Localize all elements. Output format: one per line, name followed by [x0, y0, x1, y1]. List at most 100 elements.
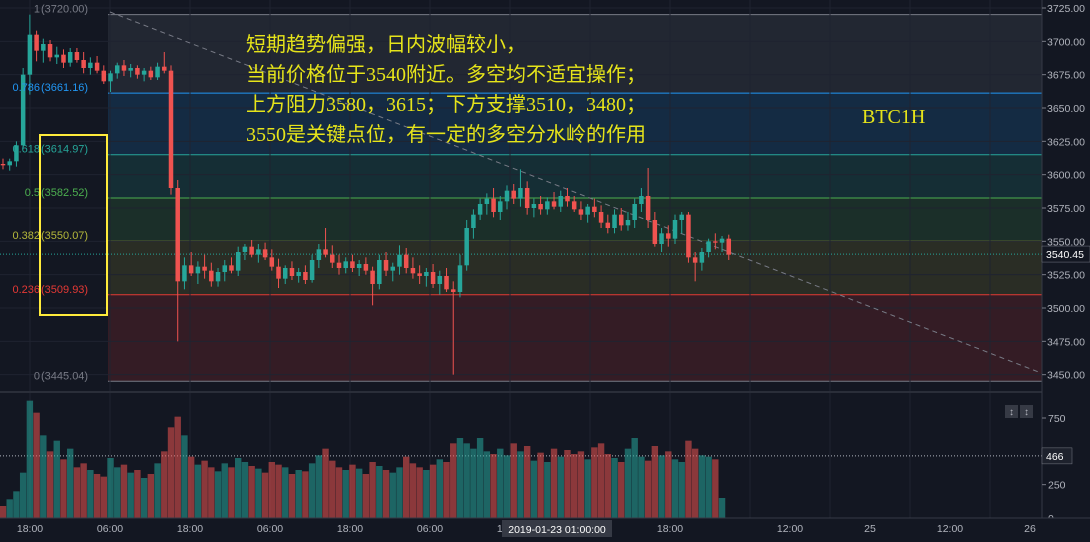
price-tick-label: 3700.00 — [1047, 36, 1085, 48]
candle-body — [518, 188, 523, 199]
volume-bar — [691, 448, 699, 518]
current-price-tag — [1041, 245, 1090, 263]
volume-bar — [584, 459, 591, 518]
annotation-line-2: 当前价格位于3540附近。多空均不适宜操作； — [246, 63, 646, 86]
candle-body — [524, 188, 530, 208]
price-axis-bg — [1042, 0, 1090, 537]
candle-body — [282, 268, 288, 279]
volume-bar — [523, 446, 531, 518]
annotation-line-1: 短期趋势偏强，日内波幅较小， — [246, 33, 526, 56]
volume-bar — [167, 427, 175, 518]
volume-bar — [671, 459, 679, 518]
candle-body — [20, 74, 26, 146]
candle-body — [558, 196, 564, 207]
volume-bar — [403, 456, 410, 518]
price-tick-label: 3650.00 — [1047, 103, 1085, 115]
volume-bar — [26, 400, 34, 518]
candle-body — [128, 68, 133, 71]
candle-body — [27, 34, 33, 75]
volume-bar — [665, 451, 672, 518]
pane-down-button[interactable] — [1020, 405, 1033, 418]
volume-bar — [6, 499, 13, 518]
candle-body — [531, 204, 537, 208]
volume-bar — [571, 454, 578, 518]
volume-bar — [382, 470, 390, 518]
volume-bar — [13, 491, 20, 518]
candle-body — [108, 73, 113, 82]
volume-bar — [416, 467, 423, 518]
pane-up-button[interactable] — [1005, 405, 1018, 418]
candles — [0, 14, 732, 375]
candle-body — [81, 60, 86, 68]
volume-bar — [181, 435, 188, 518]
volume-bar — [53, 440, 60, 518]
volume-bar — [255, 468, 262, 518]
candle-body — [397, 254, 402, 267]
candle-body — [592, 206, 597, 212]
candle-body — [699, 252, 705, 263]
time-tick-label: 18:00 — [17, 523, 43, 535]
candle-body — [168, 70, 174, 188]
volume-bar — [396, 467, 403, 518]
volume-bar — [429, 464, 437, 518]
fib-price-label: (3582.52) — [41, 187, 88, 199]
volume-bar — [342, 470, 349, 518]
candle-body — [215, 272, 221, 282]
volume-bar — [577, 451, 585, 518]
candle-body — [410, 268, 416, 274]
candle-body — [41, 44, 46, 51]
pane-down-icon: ↕ — [1024, 407, 1029, 418]
candle-body — [74, 52, 80, 60]
candle-body — [639, 196, 644, 204]
candle-body — [471, 214, 476, 228]
candle-body — [34, 34, 39, 51]
volume-bar — [376, 466, 383, 518]
candle-body — [719, 238, 725, 243]
volume-bar — [329, 460, 336, 518]
volume-bar — [60, 459, 67, 518]
volume-bar — [161, 451, 168, 518]
volume-bar — [597, 443, 605, 518]
volume-bar — [624, 448, 632, 518]
price-tick-label: 3525.00 — [1047, 270, 1085, 282]
pane-buttons[interactable]: ↕ ↕ — [1005, 405, 1033, 418]
volume-bar — [140, 478, 148, 518]
candle-body — [162, 66, 167, 71]
volume-bar — [154, 463, 161, 518]
volume-bar — [315, 455, 323, 518]
pane-up-icon: ↕ — [1009, 407, 1014, 418]
annotation-line-4: 3550是关键点位，有一定的多空分水岭的作用 — [246, 123, 646, 146]
volume-bar — [611, 458, 618, 518]
candle-body — [424, 272, 429, 276]
candle-body — [0, 164, 6, 166]
candle-body — [121, 65, 127, 71]
candle-body — [444, 276, 449, 290]
candle-body — [61, 54, 66, 63]
price-tick-label: 3475.00 — [1047, 336, 1085, 348]
volume-bar — [618, 462, 625, 518]
volume-bar — [362, 474, 370, 518]
volume-bar — [127, 472, 134, 518]
volume-bar — [463, 443, 470, 518]
candle-body — [209, 270, 214, 282]
candle-body — [323, 249, 328, 255]
volume-bar — [369, 462, 376, 518]
annotation-block: 短期趋势偏强，日内波幅较小， 当前价格位于3540附近。多空均不适宜操作； 上方… — [246, 33, 925, 146]
volume-bar — [201, 460, 208, 518]
candle-body — [316, 249, 322, 260]
candle-body — [618, 214, 624, 226]
fibonacci-labels: 1 (3720.00) 0.786 (3661.16) 0.618 (3614.97) 0.… — [12, 4, 88, 383]
volume-bar — [46, 451, 54, 518]
volume-bar — [443, 462, 450, 518]
volume-bar — [423, 470, 430, 518]
candle-body — [450, 289, 456, 292]
volume-bar — [33, 412, 40, 518]
candle-body — [94, 62, 100, 71]
candle-body — [598, 212, 604, 223]
volume-bar — [409, 463, 417, 518]
price-tick-label: 3625.00 — [1047, 136, 1085, 148]
volume-bar — [436, 459, 443, 518]
volume-bar — [282, 467, 289, 518]
